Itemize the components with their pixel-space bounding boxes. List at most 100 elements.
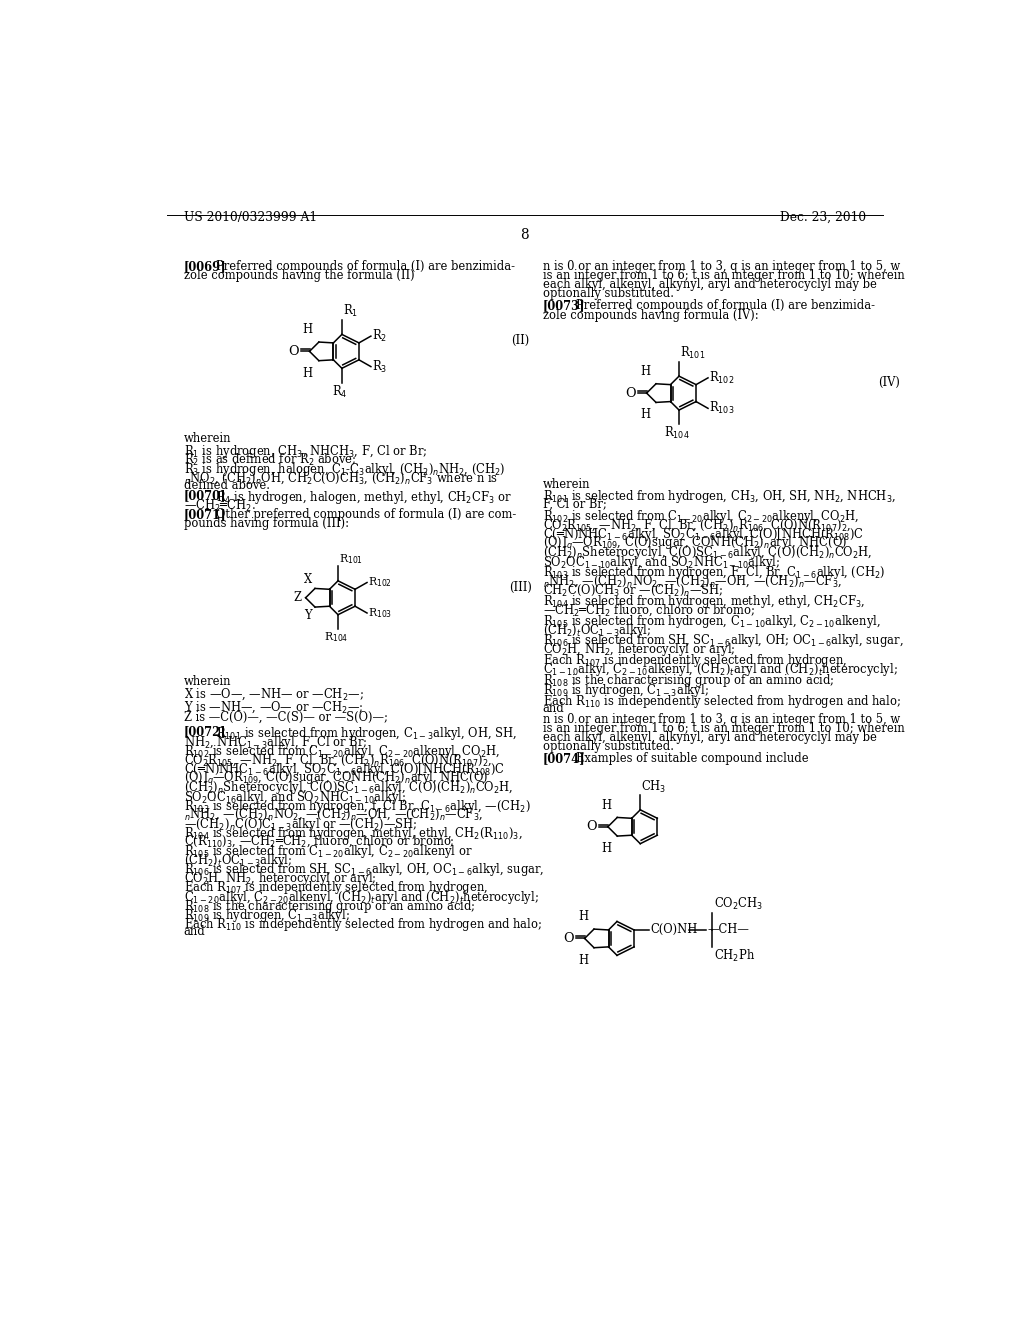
Text: CO$_2$H, NH$_2$, heterocyclyl or aryl;: CO$_2$H, NH$_2$, heterocyclyl or aryl; [543,642,735,659]
Text: Preferred compounds of formula (I) are benzimida-: Preferred compounds of formula (I) are b… [216,260,515,273]
Text: C(═N)NHC$_{1-6}$alkyl, SO$_2$C$_{1-6}$alkyl, C(O)[NHCH(R$_{108}$)C: C(═N)NHC$_{1-6}$alkyl, SO$_2$C$_{1-6}$al… [183,762,505,779]
Text: Each R$_{110}$ is independently selected from hydrogen and halo;: Each R$_{110}$ is independently selected… [183,916,542,933]
Text: R$_{106}$ is selected from SH, SC$_{1-6}$alkyl, OH, OC$_{1-6}$alkyl, sugar,: R$_{106}$ is selected from SH, SC$_{1-6}… [183,861,544,878]
Text: is an integer from 1 to 6; t is an integer from 1 to 10; wherein: is an integer from 1 to 6; t is an integ… [543,269,904,282]
Text: [0069]: [0069] [183,260,226,273]
Text: Dec. 23, 2010: Dec. 23, 2010 [779,211,866,224]
Text: NH$_2$, NHC$_{1-3}$alkyl, F, Cl or Br;: NH$_2$, NHC$_{1-3}$alkyl, F, Cl or Br; [183,734,368,751]
Text: R$_{101}$ is selected from hydrogen, C$_{1-3}$alkyl, OH, SH,: R$_{101}$ is selected from hydrogen, C$_… [216,725,517,742]
Text: R$_{103}$ is selected from hydrogen, F, Cl, Br, C$_{1-6}$alkyl, (CH$_2$): R$_{103}$ is selected from hydrogen, F, … [543,564,885,581]
Text: n is 0 or an integer from 1 to 3, q is an integer from 1 to 5, w: n is 0 or an integer from 1 to 3, q is a… [543,260,900,273]
Text: CH$_2$C(O)CH$_3$ or —(CH$_2$)$_n$—SH;: CH$_2$C(O)CH$_3$ or —(CH$_2$)$_n$—SH; [543,582,723,598]
Text: —CH$_2$═CH$_2$ fluoro, chloro or bromo;: —CH$_2$═CH$_2$ fluoro, chloro or bromo; [543,602,755,618]
Text: $_n$NH$_2$, —(CH$_2$)$_n$NO$_2$, —(CH$_2$)$_n$—OH, —(CH$_2$)$_n$—CF$_3$,: $_n$NH$_2$, —(CH$_2$)$_n$NO$_2$, —(CH$_2… [543,573,842,589]
Text: R$_{101}$: R$_{101}$ [680,345,706,360]
Text: Y: Y [304,610,312,623]
Text: R$_{103}$: R$_{103}$ [709,400,734,416]
Text: R$_{104}$: R$_{104}$ [324,630,348,644]
Text: R$_{101}$: R$_{101}$ [339,552,362,566]
Text: (O)]$_q$—OR$_{109}$, C(O)sugar, CONH(CH$_2$)$_n$aryl, NHC(O): (O)]$_q$—OR$_{109}$, C(O)sugar, CONH(CH$… [183,771,488,788]
Text: F, Cl or Br;: F, Cl or Br; [543,498,606,511]
Text: R$_{101}$ is selected from hydrogen, CH$_3$, OH, SH, NH$_2$, NHCH$_3$,: R$_{101}$ is selected from hydrogen, CH$… [543,488,896,506]
Text: O: O [587,820,597,833]
Text: R$_{104}$ is selected from hydrogen, methyl, ethyl, CH$_2$CF$_3$,: R$_{104}$ is selected from hydrogen, met… [543,593,864,610]
Text: $_n$NO$_2$, (CH$_2$)$_n$OH, CH$_2$C(O)CH$_3$, (CH$_2$)$_n$CF$_3$ where n is: $_n$NO$_2$, (CH$_2$)$_n$OH, CH$_2$C(O)CH… [183,470,498,486]
Text: [0071]: [0071] [183,508,226,521]
Text: R$_{109}$ is hydrogen, C$_{1-3}$alkyl;: R$_{109}$ is hydrogen, C$_{1-3}$alkyl; [543,682,709,700]
Text: Each R$_{107}$ is independently selected from hydrogen,: Each R$_{107}$ is independently selected… [543,652,847,669]
Text: CO$_2$R$_{105}$, —NH$_2$, F, Cl, Br, (CH$_2$)$_n$R$_{106}$, C(O)N(R$_{107}$)$_2$: CO$_2$R$_{105}$, —NH$_2$, F, Cl, Br, (CH… [543,517,851,533]
Text: R$_2$: R$_2$ [372,329,387,345]
Text: R$_{109}$ is hydrogen, C$_{1-3}$alkyl;: R$_{109}$ is hydrogen, C$_{1-3}$alkyl; [183,907,349,924]
Text: O: O [626,387,636,400]
Text: US 2010/0323999 A1: US 2010/0323999 A1 [183,211,316,224]
Text: H: H [601,842,611,855]
Text: R$_3$ is hydrogen, halogen, C$_1$-C$_3$alkyl, (CH$_2$)$_n$NH$_2$, (CH$_2$): R$_3$ is hydrogen, halogen, C$_1$-C$_3$a… [183,461,506,478]
Text: H: H [640,408,650,421]
Text: zole compounds having formula (IV):: zole compounds having formula (IV): [543,309,758,322]
Text: C$_{1-10}$alkyl, C$_{2-10}$alkenyl, (CH$_2$)$_t$aryl and (CH$_2$)$_t$heterocycly: C$_{1-10}$alkyl, C$_{2-10}$alkenyl, (CH$… [543,661,897,678]
Text: defined above.: defined above. [183,479,269,492]
Text: R$_1$: R$_1$ [343,304,357,319]
Text: R$_{102}$ is selected from C$_{1-20}$alkyl, C$_{2-20}$alkenyl, CO$_2$H,: R$_{102}$ is selected from C$_{1-20}$alk… [183,743,500,760]
Text: (III): (III) [509,581,532,594]
Text: Other preferred compounds of formula (I) are com-: Other preferred compounds of formula (I)… [216,508,516,521]
Text: Z: Z [294,591,302,605]
Text: CO$_2$R$_{105}$, —NH$_2$, F, Cl, Br, (CH$_2$)$_n$R$_{106}$, C(O)N(R$_{107}$)$_2$: CO$_2$R$_{105}$, —NH$_2$, F, Cl, Br, (CH… [183,752,492,768]
Text: wherein: wherein [183,675,231,688]
Text: (IV): (IV) [879,376,900,389]
Text: (CH$_2$)$_n$Sheterocyclyl, C(O)SC$_{1-6}$alkyl, C(O)(CH$_2$)$_n$CO$_2$H,: (CH$_2$)$_n$Sheterocyclyl, C(O)SC$_{1-6}… [543,544,872,561]
Text: Preferred compounds of formula (I) are benzimida-: Preferred compounds of formula (I) are b… [575,300,874,313]
Text: H: H [578,953,588,966]
Text: and: and [183,925,206,937]
Text: R$_{105}$ is selected from hydrogen, C$_{1-10}$alkyl, C$_{2-10}$alkenyl,: R$_{105}$ is selected from hydrogen, C$_… [543,612,881,630]
Text: R$_{105}$ is selected from C$_{1-20}$alkyl, C$_{2-20}$alkenyl or: R$_{105}$ is selected from C$_{1-20}$alk… [183,843,472,861]
Text: R$_{104}$: R$_{104}$ [664,425,689,441]
Text: SO$_2$OC$_{16}$alkyl, and SO$_2$NHC$_{1-10}$alkyl;: SO$_2$OC$_{16}$alkyl, and SO$_2$NHC$_{1-… [183,788,406,805]
Text: pounds having formula (III):: pounds having formula (III): [183,517,349,531]
Text: Examples of suitable compound include: Examples of suitable compound include [575,752,809,766]
Text: H: H [303,323,313,337]
Text: R$_{102}$: R$_{102}$ [709,370,734,385]
Text: C(O)NH: C(O)NH [650,924,697,936]
Text: CH$_3$: CH$_3$ [641,779,667,795]
Text: H: H [303,367,313,380]
Text: is an integer from 1 to 6; t is an integer from 1 to 10; wherein: is an integer from 1 to 6; t is an integ… [543,722,904,735]
Text: wherein: wherein [543,478,590,491]
Text: and: and [543,702,564,715]
Text: (O)]$_q$—OR$_{109}$, C(O)sugar, CONH(CH$_2$)$_n$aryl, NHC(O): (O)]$_q$—OR$_{109}$, C(O)sugar, CONH(CH$… [543,536,847,553]
Text: R$_{106}$ is selected from SH, SC$_{1-6}$alkyl, OH; OC$_{1-6}$alkyl, sugar,: R$_{106}$ is selected from SH, SC$_{1-6}… [543,632,903,649]
Text: optionally substituted.: optionally substituted. [543,741,674,752]
Text: [0072]: [0072] [183,725,226,738]
Text: R$_{103}$ is selected from hydrogen, f, Cl Br, C$_{1-6}$alkyl, —(CH$_2$): R$_{103}$ is selected from hydrogen, f, … [183,797,530,814]
Text: [0074]: [0074] [543,752,586,766]
Text: R$_{102}$ is selected from C$_{1-20}$alkyl, C$_{2-20}$alkenyl, CO$_2$H,: R$_{102}$ is selected from C$_{1-20}$alk… [543,508,859,525]
Text: $_n$NH$_2$, —(CH$_2$)$_n$NO$_2$, —(CH$_2$)$_n$—OH, —(CH$_2$)$_n$—CF$_3$,: $_n$NH$_2$, —(CH$_2$)$_n$NO$_2$, —(CH$_2… [183,807,483,822]
Text: SO$_2$OC$_{1-10}$alkyl, and SO$_2$NHC$_{1-10}$alkyl;: SO$_2$OC$_{1-10}$alkyl, and SO$_2$NHC$_{… [543,553,779,570]
Text: R$_{108}$ is the characterising group of an amino acid;: R$_{108}$ is the characterising group of… [183,898,475,915]
Text: CO$_2$CH$_3$: CO$_2$CH$_3$ [714,896,763,912]
Text: H: H [578,911,588,923]
Text: R$_4$ is hydrogen, halogen, methyl, ethyl, CH$_2$CF$_3$ or: R$_4$ is hydrogen, halogen, methyl, ethy… [216,488,512,506]
Text: 8: 8 [520,227,529,242]
Text: R$_4$: R$_4$ [332,384,347,400]
Text: n is 0 or an integer from 1 to 3, q is an integer from 1 to 5, w: n is 0 or an integer from 1 to 3, q is a… [543,713,900,726]
Text: Y is —NH—, —O— or —CH$_2$—;: Y is —NH—, —O— or —CH$_2$—; [183,700,364,714]
Text: R$_{102}$: R$_{102}$ [368,576,392,590]
Text: R$_{103}$: R$_{103}$ [368,606,392,620]
Text: X: X [304,573,312,586]
Text: [0070]: [0070] [183,488,226,502]
Text: (II): (II) [512,334,529,347]
Text: C$_{1-20}$alkyl, C$_{2-20}$alkenyl, (CH$_2$)$_t$aryl and (CH$_2$)$_t$heterocycly: C$_{1-20}$alkyl, C$_{2-20}$alkenyl, (CH$… [183,888,539,906]
Text: optionally substituted.: optionally substituted. [543,288,674,300]
Text: Each R$_{107}$ is independently selected from hydrogen,: Each R$_{107}$ is independently selected… [183,879,487,896]
Text: wherein: wherein [183,432,231,445]
Text: R$_{108}$ is the characterising group of an amino acid;: R$_{108}$ is the characterising group of… [543,672,835,689]
Text: [0073]: [0073] [543,300,585,313]
Text: H: H [601,799,611,812]
Text: O: O [563,932,573,945]
Text: X is —O—, —NH— or —CH$_2$—;: X is —O—, —NH— or —CH$_2$—; [183,686,364,702]
Text: each alkyl, alkenyl, alkynyl, aryl and heterocyclyl may be: each alkyl, alkenyl, alkynyl, aryl and h… [543,279,877,292]
Text: R$_1$ is hydrogen, CH$_3$, NHCH$_3$, F, Cl or Br;: R$_1$ is hydrogen, CH$_3$, NHCH$_3$, F, … [183,442,427,459]
Text: CH$_2$Ph: CH$_2$Ph [714,948,755,964]
